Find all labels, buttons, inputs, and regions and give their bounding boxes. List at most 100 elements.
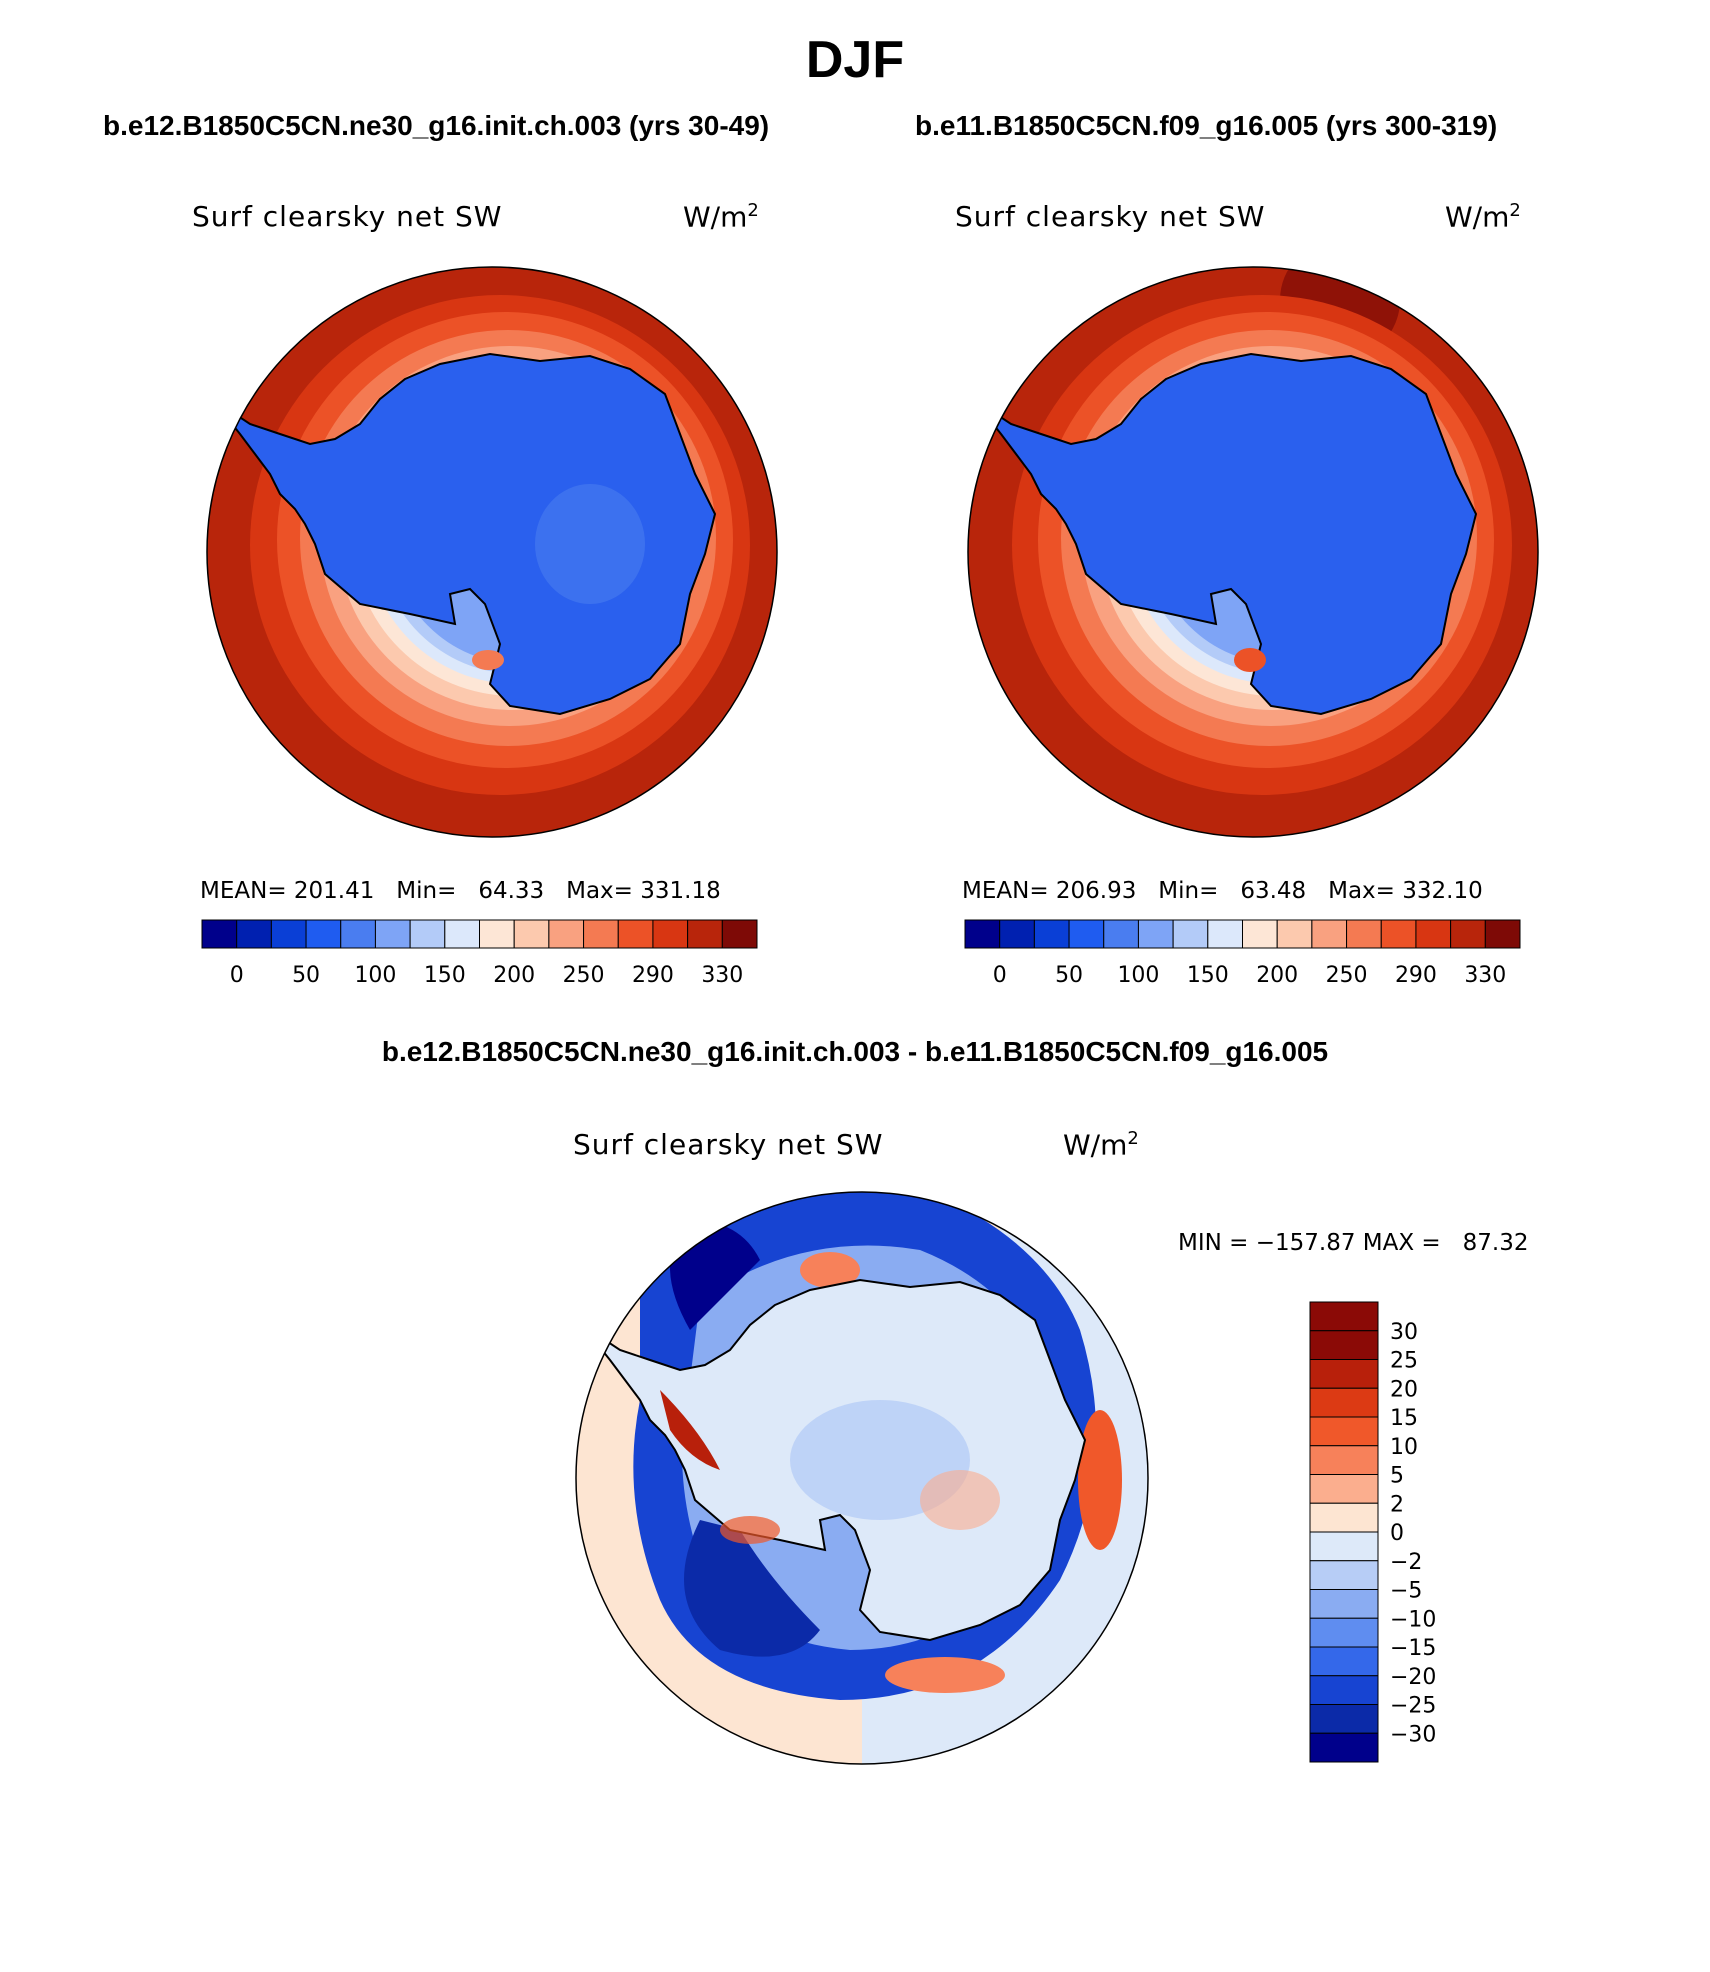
colorbar-swatch bbox=[1415, 919, 1452, 949]
colorbar-swatch bbox=[270, 919, 307, 949]
colorbar-swatch bbox=[1137, 919, 1174, 949]
colorbar-swatch bbox=[374, 919, 411, 949]
colorbar-label: 100 bbox=[1117, 963, 1159, 988]
colorbar-swatch bbox=[1309, 1617, 1379, 1648]
colorbar-label: 250 bbox=[563, 963, 605, 988]
colorbar-label: −5 bbox=[1390, 1579, 1422, 1604]
colorbar-swatch bbox=[1103, 919, 1139, 949]
colorbar-label: 20 bbox=[1390, 1377, 1418, 1402]
colorbar-swatch bbox=[1346, 919, 1382, 949]
colorbar-label: 0 bbox=[230, 963, 244, 988]
case-title-left: b.e12.B1850C5CN.ne30_g16.init.ch.003 (yr… bbox=[103, 110, 770, 141]
colorbar-swatch bbox=[409, 919, 446, 949]
colorbar-label: −10 bbox=[1390, 1607, 1436, 1632]
colorbar-label: 50 bbox=[292, 963, 320, 988]
colorbar-label: 330 bbox=[1464, 963, 1506, 988]
colorbar-swatch bbox=[617, 919, 654, 949]
colorbar-label: 330 bbox=[701, 963, 743, 988]
colorbar-swatch bbox=[1242, 919, 1278, 949]
colorbar-swatch bbox=[1380, 919, 1417, 949]
colorbar-swatch bbox=[583, 919, 619, 949]
stats-left: MEAN= 201.41 Min= 64.33 Max= 331.18 bbox=[200, 878, 721, 904]
colorbar-swatch bbox=[340, 919, 376, 949]
colorbar-swatch bbox=[687, 919, 723, 949]
stats-diff: MIN = −157.87 MAX = 87.32 bbox=[1178, 1230, 1529, 1256]
colorbar-swatch bbox=[1033, 919, 1070, 949]
colorbar-label: 0 bbox=[993, 963, 1007, 988]
colorbar-swatch bbox=[1207, 919, 1243, 949]
colorbar-swatch bbox=[1309, 1732, 1379, 1763]
colorbar-label: −2 bbox=[1390, 1550, 1422, 1575]
colorbar-swatch bbox=[721, 919, 758, 949]
colorbar-label: 200 bbox=[1256, 963, 1298, 988]
colorbar-right: 0 50 100 150 200 250 290 330 bbox=[964, 919, 1521, 988]
colorbar-label: 200 bbox=[493, 963, 535, 988]
colorbar-label: 30 bbox=[1390, 1320, 1418, 1345]
units-left: W/m2 bbox=[683, 200, 759, 234]
colorbar-swatch bbox=[1309, 1474, 1379, 1504]
colorbar-left: 0 50 100 150 200 250 290 330 bbox=[201, 919, 758, 988]
colorbar-swatch bbox=[548, 919, 585, 949]
colorbar-label: 25 bbox=[1390, 1349, 1418, 1374]
case-title-right: b.e11.B1850C5CN.f09_g16.005 (yrs 300-319… bbox=[915, 110, 1498, 141]
colorbar-swatch bbox=[201, 919, 238, 949]
colorbar-label: 2 bbox=[1390, 1492, 1404, 1517]
var-title-right: Surf clearsky net SW bbox=[955, 200, 1266, 233]
colorbar-swatch bbox=[652, 919, 689, 949]
units-right: W/m2 bbox=[1445, 200, 1521, 234]
colorbar-swatch bbox=[479, 919, 515, 949]
colorbar-swatch bbox=[1309, 1560, 1379, 1590]
colorbar-label: 5 bbox=[1390, 1464, 1404, 1489]
colorbar-label: 290 bbox=[632, 963, 674, 988]
colorbar-swatch bbox=[513, 919, 550, 949]
ross-sea-anomaly bbox=[472, 650, 504, 670]
diff-map bbox=[576, 1192, 1148, 1764]
right-map bbox=[968, 267, 1538, 837]
colorbar-swatch bbox=[1309, 1301, 1379, 1332]
colorbar-swatch bbox=[236, 919, 272, 949]
var-title-diff: Surf clearsky net SW bbox=[573, 1128, 884, 1161]
colorbar-swatch bbox=[1068, 919, 1105, 949]
colorbar-swatch bbox=[444, 919, 480, 949]
colorbar-label: 100 bbox=[354, 963, 396, 988]
colorbar-label: 290 bbox=[1395, 963, 1437, 988]
colorbar-swatch bbox=[1309, 1589, 1379, 1619]
colorbar-swatch bbox=[1309, 1359, 1379, 1389]
colorbar-label: 250 bbox=[1326, 963, 1368, 988]
colorbar-label: 150 bbox=[1187, 963, 1229, 988]
colorbar-swatch bbox=[1450, 919, 1486, 949]
colorbar-label: 10 bbox=[1390, 1435, 1418, 1460]
var-title-left: Surf clearsky net SW bbox=[192, 200, 503, 233]
colorbar-label: −20 bbox=[1390, 1665, 1436, 1690]
colorbar-swatch bbox=[1484, 919, 1521, 949]
colorbar-swatch bbox=[1309, 1531, 1379, 1562]
colorbar-swatch bbox=[1276, 919, 1313, 949]
colorbar-swatch bbox=[1309, 1330, 1379, 1360]
colorbar-swatch bbox=[1309, 1416, 1379, 1447]
colorbar-label: −30 bbox=[1390, 1722, 1436, 1747]
colorbar-label: 0 bbox=[1390, 1521, 1404, 1546]
colorbar-swatch bbox=[1311, 919, 1348, 949]
colorbar-label: 150 bbox=[424, 963, 466, 988]
colorbar-swatch bbox=[1172, 919, 1209, 949]
ross-sea-anomaly bbox=[1234, 648, 1266, 672]
units-diff: W/m2 bbox=[1063, 1128, 1139, 1162]
colorbar-swatch bbox=[1309, 1646, 1379, 1677]
colorbar-swatch bbox=[1309, 1502, 1379, 1533]
colorbar-swatch bbox=[1309, 1445, 1379, 1475]
colorbar-label: 50 bbox=[1055, 963, 1083, 988]
colorbar-swatch bbox=[964, 919, 1001, 949]
colorbar-swatch bbox=[1309, 1704, 1379, 1734]
colorbar-label: −25 bbox=[1390, 1694, 1436, 1719]
colorbar-swatch bbox=[1309, 1675, 1379, 1705]
colorbar-label: −15 bbox=[1390, 1636, 1436, 1661]
colorbar-label: 15 bbox=[1390, 1406, 1418, 1431]
diff-case-title: b.e12.B1850C5CN.ne30_g16.init.ch.003 - b… bbox=[381, 1036, 1329, 1067]
colorbar-swatch bbox=[305, 919, 342, 949]
colorbar-swatch bbox=[1309, 1387, 1379, 1418]
left-map bbox=[207, 267, 777, 837]
stats-right: MEAN= 206.93 Min= 63.48 Max= 332.10 bbox=[962, 878, 1483, 904]
page-title: DJF bbox=[805, 31, 905, 89]
